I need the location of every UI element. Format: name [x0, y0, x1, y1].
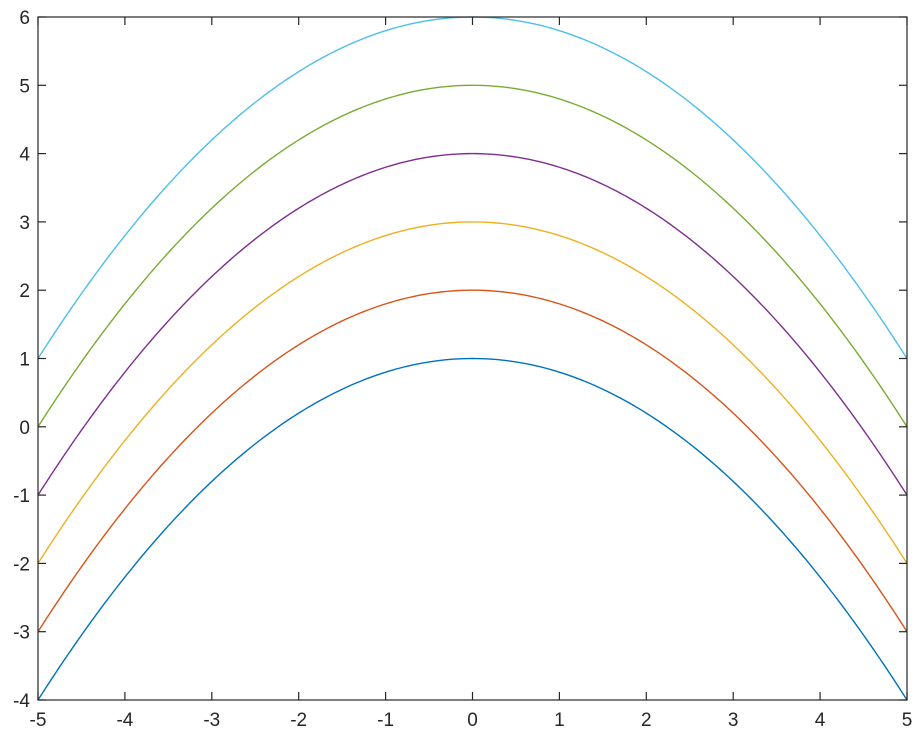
x-tick-label: 2: [641, 710, 652, 731]
y-tick-label: 4: [19, 145, 30, 166]
y-tick-label: -4: [13, 691, 30, 712]
series-line-5: [37, 84, 908, 428]
x-tick-label: 0: [467, 710, 478, 731]
series-line-1: [37, 357, 908, 701]
x-tick-label: -4: [116, 710, 133, 731]
x-tick-label: 3: [728, 710, 739, 731]
y-tick-label: 5: [19, 76, 30, 97]
y-tick-label: -2: [13, 554, 30, 575]
y-tick-label: 1: [19, 350, 30, 371]
y-tick-label: 3: [19, 213, 30, 234]
x-tick-label: 4: [815, 710, 826, 731]
x-tick-label: -1: [377, 710, 394, 731]
plot-curves: [37, 16, 908, 701]
x-tick-label: -5: [30, 710, 47, 731]
series-line-6: [37, 16, 908, 359]
x-tick-label: -3: [203, 710, 220, 731]
x-tick-label: 1: [554, 710, 565, 731]
y-tick-label: 6: [19, 8, 30, 29]
series-line-4: [37, 152, 908, 496]
series-line-3: [37, 221, 908, 564]
x-tick-label: -2: [290, 710, 307, 731]
y-tick-label: 0: [19, 418, 30, 439]
y-tick-label: 2: [19, 281, 30, 302]
axis-ticks: [37, 16, 908, 701]
x-tick-label: 5: [902, 710, 913, 731]
y-tick-label: -1: [13, 486, 30, 507]
y-tick-label: -3: [13, 623, 30, 644]
series-line-2: [37, 289, 908, 633]
